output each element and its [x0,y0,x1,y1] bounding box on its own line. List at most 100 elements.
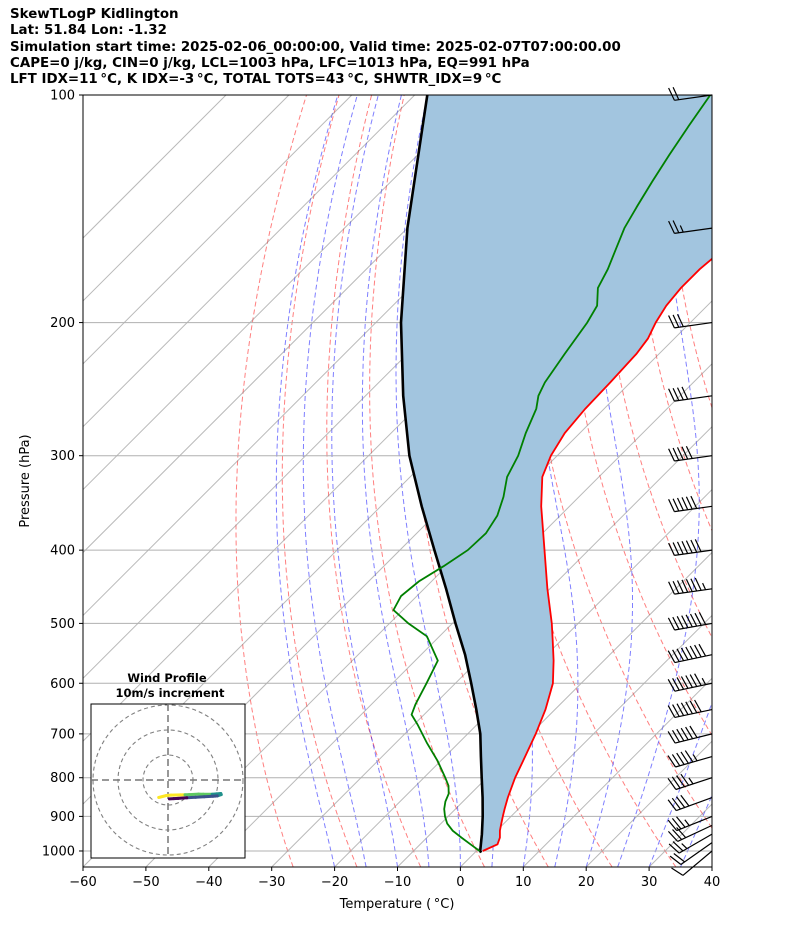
barb-flag [668,87,675,101]
wind-barb [667,815,713,832]
barb-flag [676,816,686,828]
barb-flag [689,645,698,659]
series-layer [392,95,712,854]
barb-flag [681,615,689,628]
wind-barb [668,314,713,329]
x-tick-label: 30 [641,875,658,890]
moist-adiabat [585,95,633,867]
barb-flag [667,679,676,692]
x-tick-label: −10 [384,875,411,890]
barb-flag [685,579,693,592]
x-tick-label: −50 [132,875,159,890]
inset-subtitle: 10m/s increment [116,686,225,700]
barb-flag [690,495,698,509]
barb-flag [671,754,681,767]
inset-title: Wind Profile [127,671,207,685]
moist-adiabat [711,865,712,867]
barb-flag [676,796,686,808]
moist-adiabat [361,95,430,867]
barb-flag [690,539,698,553]
barb-flag [694,699,702,713]
moist-adiabat [395,95,461,867]
wind-barb [667,773,713,791]
barb-shaft [674,321,713,329]
barb-flag [672,829,683,840]
isotherm [711,866,712,867]
y-axis-label: Pressure (hPa) [18,434,33,527]
barb-shaft [674,708,713,718]
barb-flag [668,388,675,402]
barb-half-flag [684,819,690,826]
x-tick-label: 40 [704,875,721,890]
dry-adiabat [730,95,794,867]
axis-layer: −60 −50 −40 −30 −20 −10 0 10 20 30 40 1000 900 800 700… [42,89,720,891]
barb-half-flag [681,843,688,850]
x-axis-label: Temperature ( °C) [339,897,455,912]
barb-flag [676,677,685,690]
barb-flag [667,799,677,811]
isotherm [271,425,712,867]
barb-flag [667,650,676,663]
wind-barb [667,612,713,631]
barb-flag [672,387,680,401]
dry-adiabat [281,95,358,867]
wind-profile-inset: Wind Profile 10m/s increment [90,671,246,859]
x-tick-label: −40 [195,875,222,890]
barb-flag [667,705,676,718]
barb-flag [680,676,689,689]
moist-adiabat [617,95,700,867]
y-tick-label: 700 [50,727,75,742]
isotherm [83,95,227,239]
time-text: Simulation start time: 2025-02-06_00:00:… [10,39,621,55]
barb-flag [689,674,698,687]
barb-shaft [674,455,713,462]
y-tick-label: 100 [50,89,75,104]
barb-flag [667,777,677,790]
barb-flag [680,794,690,807]
barb-flag [676,752,685,765]
moist-adiabat [302,95,367,867]
stability-indices-2: LFT IDX=11 °C, K IDX=-3 °C, TOTAL TOTS=4… [10,72,502,88]
barb-flag [685,614,693,628]
moist-adiabat [275,95,339,867]
barb-flag [685,675,693,688]
barb-flag [672,314,680,328]
isotherm [83,95,478,491]
barb-shaft [674,549,713,556]
barb-shaft [674,588,713,595]
barb-flag [672,649,680,662]
wind-barbs [667,87,713,876]
barb-flag [685,726,694,740]
barb-flag [698,643,707,657]
barb-flag [676,728,685,742]
barb-flag [681,446,689,460]
barb-flag [668,220,675,234]
y-tick-label: 200 [50,316,75,331]
y-tick-label: 1000 [42,844,75,859]
barb-flag [681,386,689,400]
dry-adiabat [235,95,307,867]
barb-shaft [674,622,713,631]
x-tick-label: −20 [321,875,348,890]
y-tick-label: 400 [50,544,75,559]
barb-flag [680,751,689,764]
parcel-line [399,95,485,854]
barb-shaft [674,505,713,513]
barb-flag [668,315,675,329]
barb-flag [685,540,693,554]
barb-flag [676,616,684,629]
barb-flag [676,703,685,716]
barb-flag [668,448,675,462]
barb-shaft [676,797,713,812]
barb-flag [676,541,684,555]
barb-flag [669,855,682,865]
barb-flag [668,843,680,854]
barb-flag [680,647,689,661]
wind-barb [668,386,713,402]
barb-flag [672,678,680,691]
barb-flag [694,577,702,591]
barb-flag [685,701,693,714]
wind-barb [667,699,713,718]
barb-shaft [675,777,713,791]
